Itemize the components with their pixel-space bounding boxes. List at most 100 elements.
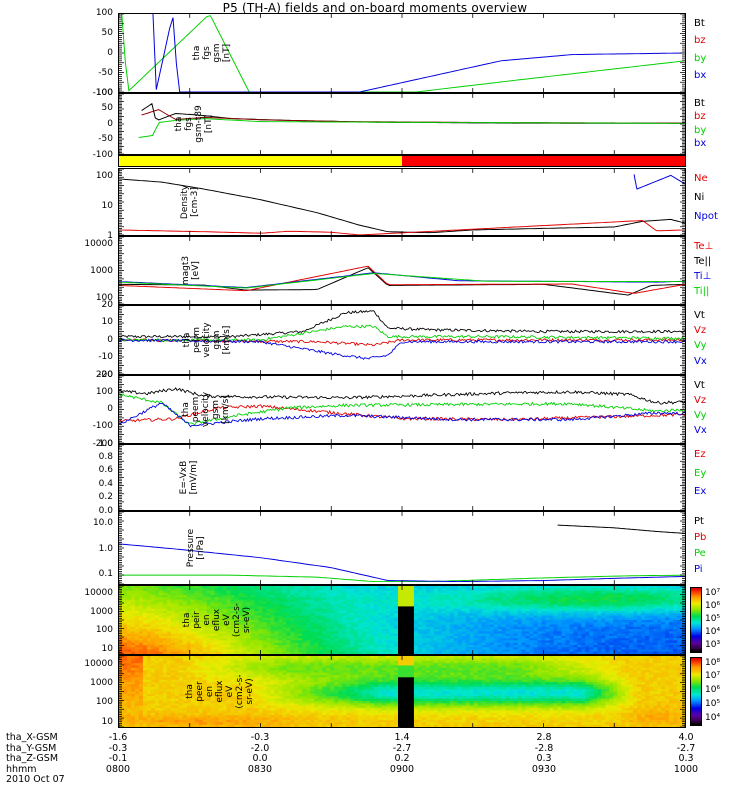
- spectrogram-cell: [258, 592, 264, 596]
- spectrogram-cell: [549, 606, 555, 610]
- spectrogram-cell: [150, 610, 156, 614]
- spectrogram-cell: [210, 649, 216, 653]
- spectrogram-cell: [254, 647, 260, 651]
- spectrogram-cell: [210, 586, 216, 589]
- spectrogram-cell: [230, 622, 236, 626]
- spectrogram-cell: [633, 586, 638, 589]
- spectrogram-cell: [473, 588, 479, 592]
- spectrogram-cell: [421, 599, 427, 603]
- spectrogram-cell: [158, 615, 164, 619]
- spectrogram-cell: [246, 615, 252, 619]
- spectrogram-cell: [625, 615, 630, 619]
- spectrogram-cell: [637, 651, 642, 654]
- spectrogram-cell: [585, 620, 590, 623]
- spectrogram-cell: [162, 586, 168, 589]
- spectrogram-cell: [210, 610, 216, 614]
- spectrogram-cell: [286, 635, 291, 639]
- spectrogram-cell: [545, 651, 551, 654]
- spectrogram-cell: [629, 651, 634, 654]
- spectrogram-cell: [238, 608, 244, 612]
- spectrogram-cell: [234, 626, 240, 630]
- spectrogram-cell: [493, 586, 499, 589]
- spectrogram-cell: [493, 620, 499, 623]
- spectrogram-cell: [310, 586, 315, 589]
- spectrogram-cell: [561, 610, 567, 614]
- spectrogram-cell: [398, 620, 403, 623]
- spectrogram-cell: [234, 608, 240, 612]
- spectrogram-cell: [641, 635, 646, 639]
- ytick-label: 0.6: [98, 465, 113, 475]
- spectrogram-cell: [214, 592, 220, 596]
- spectrogram-cell: [314, 606, 319, 610]
- spectrogram-cell: [286, 647, 291, 651]
- spectrogram-cell: [457, 599, 463, 603]
- spectrogram-cell: [521, 629, 527, 632]
- spectrogram-cell: [154, 601, 160, 605]
- spectrogram-cell: [469, 622, 475, 626]
- spectrogram-cell: [230, 633, 236, 637]
- spectrogram-cell: [545, 635, 551, 639]
- spectrogram-cell: [601, 595, 606, 598]
- spectrogram-cell: [593, 606, 598, 610]
- spectrogram-cell: [473, 633, 479, 637]
- spectrogram-cell: [521, 640, 527, 644]
- spectrogram-cell: [521, 597, 527, 601]
- spectrogram-cell: [334, 624, 339, 628]
- spectrogram-cell: [445, 610, 451, 614]
- spectrogram-cell: [601, 590, 606, 594]
- spectrogram-cell: [589, 647, 594, 651]
- spectrogram-cell: [166, 606, 172, 610]
- spectrogram-cell: [649, 640, 654, 644]
- spectrogram-cell: [338, 640, 343, 644]
- spectrogram-cell: [362, 597, 367, 601]
- spectrogram-cell: [242, 586, 248, 589]
- spectrogram-cell: [501, 586, 507, 589]
- spectrogram-cell: [330, 644, 335, 648]
- spectrogram-cell: [390, 626, 395, 630]
- spectrogram-cell: [346, 651, 351, 654]
- spectrogram-cell: [174, 586, 180, 589]
- spectrogram-cell: [126, 629, 132, 632]
- spectrogram-cell: [282, 588, 288, 592]
- spectrogram-cell: [585, 644, 590, 648]
- spectrogram-cell: [354, 597, 359, 601]
- spectrogram-cell: [138, 644, 144, 648]
- spectrogram-cell: [394, 624, 399, 628]
- spectrogram-cell: [234, 631, 240, 635]
- spectrogram-cell: [513, 586, 519, 589]
- spectrogram-cell: [637, 633, 642, 637]
- spectrogram-cell: [457, 595, 463, 598]
- spectrogram-cell: [298, 613, 303, 617]
- spectrogram-cell: [358, 615, 363, 619]
- spectrogram-cell: [509, 647, 515, 651]
- spectrogram-cell: [437, 651, 443, 654]
- spectrogram-cell: [358, 590, 363, 594]
- spectrogram-cell: [298, 617, 303, 621]
- spectrogram-cell: [290, 592, 295, 596]
- spectrogram-cell: [398, 622, 403, 626]
- spectrogram-cell: [461, 626, 467, 630]
- spectrogram-cell: [601, 608, 606, 612]
- spectrogram-cell: [338, 590, 343, 594]
- spectrogram-cell: [382, 633, 387, 637]
- spectrogram-cell: [481, 617, 487, 621]
- spectrogram-cell: [162, 588, 168, 592]
- spectrogram-cell: [294, 599, 299, 603]
- spectrogram-cell: [445, 624, 451, 628]
- spectrogram-cell: [521, 626, 527, 630]
- spectrogram-cell: [150, 586, 156, 589]
- spectrogram-cell: [525, 626, 531, 630]
- spectrogram-cell: [378, 595, 383, 598]
- spectrogram-cell: [230, 624, 236, 628]
- spectrogram-cell: [338, 606, 343, 610]
- spectrogram-cell: [338, 633, 343, 637]
- spectrogram-cell: [477, 597, 483, 601]
- spectrogram-cell: [461, 597, 467, 601]
- spectrogram-cell: [581, 613, 586, 617]
- spectrogram-cell: [258, 647, 264, 651]
- spectrogram-cell: [449, 629, 455, 632]
- spectrogram-cell: [405, 588, 411, 592]
- spectrogram-cell: [226, 606, 232, 610]
- spectrogram-cell: [226, 599, 232, 603]
- spectrogram-cell: [549, 622, 555, 626]
